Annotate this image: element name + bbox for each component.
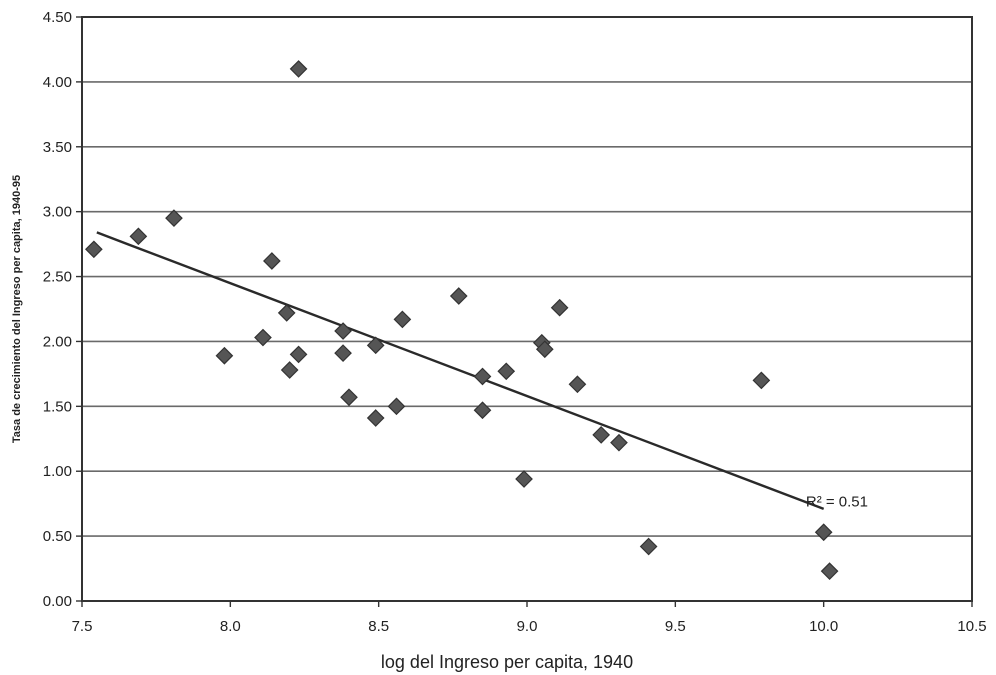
r-squared-annotation: R² = 0.51 (806, 493, 868, 510)
y-tick-label: 4.50 (43, 9, 72, 26)
data-point (366, 336, 385, 355)
data-point (592, 426, 611, 444)
data-point (515, 470, 533, 488)
y-axis-title: Tasa de crecimiento del Ingreso per capi… (11, 175, 23, 443)
x-tick-label: 10.5 (957, 618, 986, 635)
data-point (165, 209, 183, 228)
y-tick-label: 3.00 (43, 204, 72, 221)
x-tick-label: 7.5 (72, 618, 93, 635)
plot-area (81, 16, 973, 602)
x-tick-label: 10.0 (809, 618, 838, 635)
data-point (473, 401, 492, 420)
y-tick-label: 1.00 (43, 463, 72, 480)
y-tick-label: 2.50 (43, 269, 72, 286)
x-tick-label: 8.0 (220, 618, 241, 635)
data-point (820, 562, 839, 580)
data-point (334, 322, 352, 340)
data-point (366, 409, 385, 427)
data-point (473, 367, 492, 386)
data-point (535, 340, 554, 359)
data-point (639, 537, 658, 556)
data-point (129, 227, 148, 246)
data-point (280, 361, 299, 379)
x-tick-label: 9.0 (517, 618, 538, 635)
x-axis-title: log del Ingreso per capita, 1940 (381, 652, 633, 672)
y-tick-label: 0.50 (43, 528, 72, 545)
data-point (497, 362, 516, 381)
data-point (752, 371, 771, 390)
data-point (85, 240, 103, 259)
data-point (289, 345, 308, 364)
y-tick-label: 1.50 (43, 398, 72, 415)
y-tick-label: 0.00 (43, 593, 72, 610)
gridlines (82, 81, 972, 537)
data-point (254, 328, 272, 347)
data-point (277, 304, 296, 322)
axis-ticks: 0.00 0.50 1.00 1.50 2.00 2.50 3.00 3.50 4.00 4.50… (43, 9, 987, 635)
data-point (340, 388, 358, 407)
x-tick-label: 9.5 (665, 618, 686, 635)
data-point (814, 523, 833, 542)
trendline-group (96, 231, 825, 510)
data-point (449, 287, 468, 305)
data-point (289, 60, 308, 78)
y-tick-label: 4.00 (43, 74, 72, 91)
y-tick-label: 2.00 (43, 333, 72, 350)
data-point (387, 397, 406, 416)
y-tick-label: 3.50 (43, 139, 72, 156)
data-point (550, 298, 569, 317)
data-point (610, 433, 628, 452)
data-point (568, 375, 587, 394)
data-point (215, 346, 234, 365)
data-point (334, 344, 352, 362)
data-point (263, 252, 281, 270)
x-tick-label: 8.5 (368, 618, 389, 635)
regression-line (96, 231, 825, 510)
data-point (393, 310, 412, 329)
data-points (85, 60, 839, 580)
